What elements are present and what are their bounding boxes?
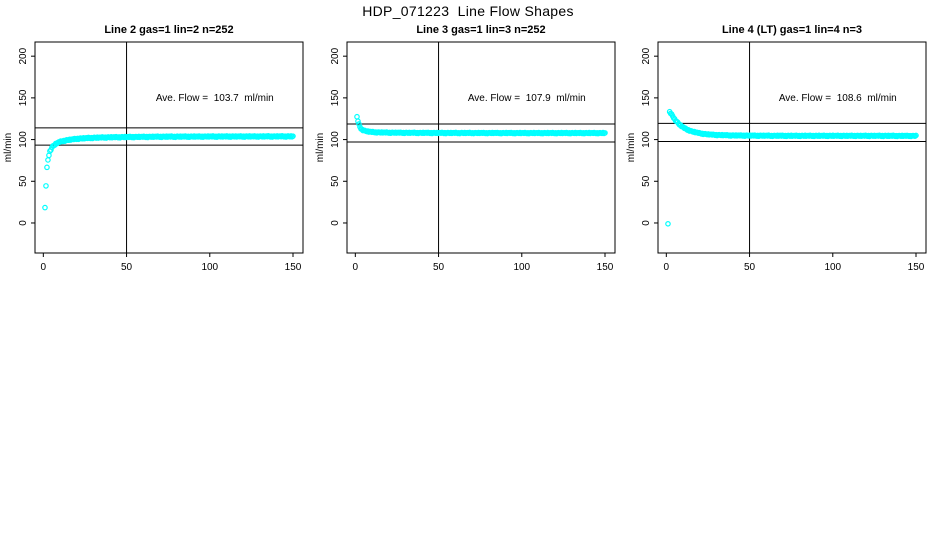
y-tick-label: 100 bbox=[18, 131, 29, 148]
data-point-outlier bbox=[665, 221, 671, 227]
x-tick-label: 0 bbox=[664, 262, 670, 273]
x-tick-label: 150 bbox=[285, 262, 302, 273]
data-point bbox=[355, 118, 361, 125]
ave-flow-annotation: Ave. Flow = 103.7 ml/min bbox=[156, 93, 274, 104]
y-tick-label: 150 bbox=[330, 89, 341, 106]
x-tick-label: 150 bbox=[908, 262, 925, 273]
figure-title: HDP_071223 Line Flow Shapes bbox=[362, 3, 574, 19]
panel-title: Line 4 (LT) gas=1 lin=4 n=3 bbox=[722, 24, 862, 36]
x-tick-label: 50 bbox=[744, 262, 756, 273]
y-axis-unit-label: ml/min bbox=[315, 133, 326, 162]
y-tick-label: 50 bbox=[641, 175, 652, 187]
y-axis-unit-label: ml/min bbox=[3, 133, 14, 162]
data-point bbox=[44, 164, 50, 171]
plot-box bbox=[657, 41, 927, 254]
ave-flow-annotation: Ave. Flow = 107.9 ml/min bbox=[468, 93, 586, 104]
y-tick-label: 200 bbox=[641, 47, 652, 64]
y-tick-label: 200 bbox=[18, 47, 29, 64]
y-axis-unit-label: ml/min bbox=[626, 133, 637, 162]
data-point bbox=[602, 130, 608, 136]
y-tick-label: 0 bbox=[18, 220, 29, 226]
data-point bbox=[43, 183, 49, 189]
x-tick-label: 100 bbox=[824, 262, 841, 273]
x-tick-label: 0 bbox=[353, 262, 359, 273]
x-tick-label: 50 bbox=[433, 262, 445, 273]
panel-title: Line 2 gas=1 lin=2 n=252 bbox=[104, 24, 233, 36]
ave-flow-annotation: Ave. Flow = 108.6 ml/min bbox=[779, 93, 897, 104]
data-point bbox=[356, 121, 362, 127]
data-point bbox=[290, 133, 296, 139]
y-tick-label: 150 bbox=[641, 89, 652, 106]
data-point bbox=[913, 132, 919, 139]
y-tick-label: 100 bbox=[330, 131, 341, 148]
data-point bbox=[354, 113, 360, 120]
y-tick-label: 50 bbox=[330, 175, 341, 187]
data-point bbox=[45, 157, 51, 163]
y-tick-label: 0 bbox=[641, 220, 652, 226]
plot-box bbox=[346, 41, 616, 254]
y-tick-label: 150 bbox=[18, 89, 29, 106]
x-tick-label: 100 bbox=[201, 262, 218, 273]
x-tick-label: 0 bbox=[41, 262, 47, 273]
y-tick-label: 50 bbox=[18, 175, 29, 187]
plot-box bbox=[34, 41, 304, 254]
panel-title: Line 3 gas=1 lin=3 n=252 bbox=[416, 24, 545, 36]
x-tick-label: 100 bbox=[513, 262, 530, 273]
data-point bbox=[42, 204, 48, 211]
y-tick-label: 0 bbox=[330, 220, 341, 226]
x-tick-label: 150 bbox=[597, 262, 614, 273]
y-tick-label: 100 bbox=[641, 131, 652, 148]
y-tick-label: 200 bbox=[330, 47, 341, 64]
x-tick-label: 50 bbox=[121, 262, 133, 273]
